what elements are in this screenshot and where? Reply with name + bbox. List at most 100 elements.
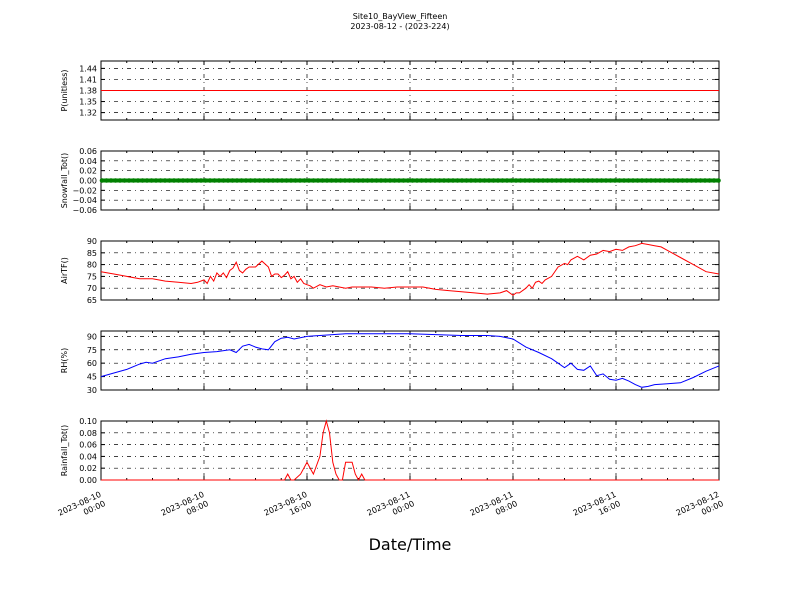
subplot-3: 90 85 80 75 70 65 AirTF() (60, 237, 720, 305)
data-point (266, 178, 271, 183)
data-point (671, 178, 676, 183)
data-point (675, 178, 681, 183)
data-point (153, 178, 159, 183)
data-point (248, 178, 253, 183)
data-point (203, 178, 208, 183)
y-tick-label: 65 (87, 296, 97, 305)
data-point (104, 178, 109, 183)
data-point (513, 178, 519, 183)
y-axis-label: P(unitless) (60, 69, 69, 111)
y-tick-label: −0.06 (72, 206, 97, 215)
data-point (419, 178, 424, 183)
data-point (495, 178, 501, 183)
data-point (626, 178, 631, 183)
data-point (540, 178, 546, 183)
data-point (396, 178, 402, 183)
data-point (135, 178, 141, 183)
data-point (185, 178, 190, 183)
data-point (113, 178, 118, 183)
y-tick-label: 0.02 (79, 464, 97, 473)
subplot-2: 0.060.040.020.00−0.02−0.04−0.06Snowfall_… (60, 147, 721, 215)
chart-title-line2: 2023-08-12 - (2023-224) (350, 22, 449, 31)
data-point (257, 178, 262, 183)
data-point (545, 178, 550, 183)
data-point (666, 178, 672, 183)
data-point (212, 178, 217, 183)
data-point (342, 178, 348, 183)
y-tick-label: 0.06 (79, 147, 97, 156)
data-point (576, 178, 582, 183)
data-point (590, 178, 595, 183)
y-tick-label: 1.32 (79, 109, 97, 118)
series-line (101, 419, 719, 482)
data-point (216, 178, 222, 183)
data-point (450, 178, 456, 183)
data-point (635, 178, 640, 183)
data-point (621, 178, 627, 183)
y-tick-label: 0.04 (79, 452, 97, 461)
data-point (302, 178, 307, 183)
data-point (414, 178, 420, 183)
data-point (468, 178, 474, 183)
y-tick-label: −0.02 (72, 186, 97, 195)
data-point (689, 178, 694, 183)
data-point (162, 178, 168, 183)
data-point (585, 178, 591, 183)
data-point (320, 178, 325, 183)
y-tick-label: 75 (87, 272, 97, 281)
y-axis-label: Rainfall_Tot() (60, 425, 69, 477)
y-tick-label: 0.06 (79, 441, 97, 450)
data-point (383, 178, 388, 183)
series-line (100, 333, 720, 388)
data-point (234, 178, 240, 183)
data-point (630, 178, 636, 183)
y-tick-label: 1.44 (79, 64, 97, 73)
data-point (311, 178, 316, 183)
data-point (144, 178, 150, 183)
data-point (711, 178, 717, 183)
y-tick-label: 1.41 (79, 75, 97, 84)
data-point (306, 178, 312, 183)
chart-title-line1: Site10_BayView_Fifteen (353, 12, 448, 21)
y-tick-label: 0.02 (79, 167, 97, 176)
data-point (333, 178, 339, 183)
subplot-1: 1.32 1.35 1.38 1.41 1.44 P(unitless) (60, 60, 720, 121)
data-point (684, 178, 690, 183)
data-point (158, 178, 163, 183)
data-point (324, 178, 330, 183)
data-point (387, 178, 393, 183)
y-tick-label: 0.10 (79, 417, 97, 426)
y-tick-label: 0.08 (79, 429, 97, 438)
data-point (567, 178, 573, 183)
data-point (207, 178, 213, 183)
data-point (176, 178, 181, 183)
y-tick-label: 1.38 (79, 87, 97, 96)
data-point (482, 178, 487, 183)
y-tick-label: 80 (87, 261, 97, 270)
data-point (131, 178, 136, 183)
data-point (194, 178, 199, 183)
data-point (180, 178, 186, 183)
data-point (549, 178, 555, 183)
data-point (423, 178, 429, 183)
subplot-4: 90 75 60 45 30 RH(%) (60, 330, 720, 395)
data-point (698, 178, 703, 183)
data-point (360, 178, 366, 183)
data-point (279, 178, 285, 183)
data-point (486, 178, 492, 183)
data-point (126, 178, 132, 183)
data-point (522, 178, 528, 183)
data-point (288, 178, 294, 183)
y-tick-label: 0.00 (79, 177, 97, 186)
y-tick-label: 45 (87, 373, 97, 382)
y-axis-label: AirTF() (60, 257, 69, 284)
data-point (657, 178, 663, 183)
y-axis-label: RH(%) (60, 348, 69, 373)
data-point (558, 178, 564, 183)
data-point (477, 178, 483, 183)
data-point (473, 178, 478, 183)
